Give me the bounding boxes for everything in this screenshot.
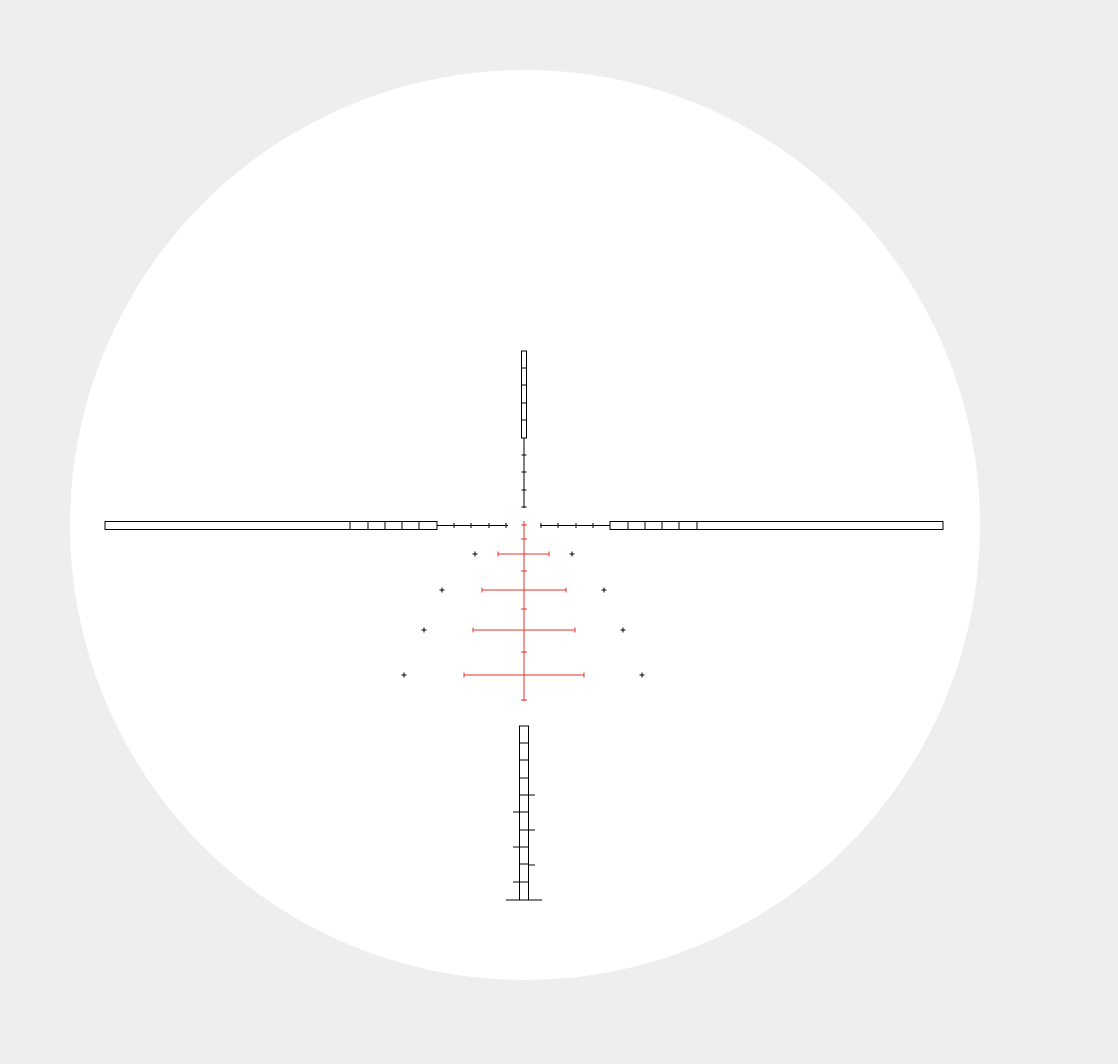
top-post [521, 350, 527, 439]
left-post [104, 521, 438, 530]
black-reticle [104, 350, 944, 901]
bottom-post [519, 725, 529, 901]
right-post [609, 521, 944, 530]
red-reticle [463, 521, 585, 701]
